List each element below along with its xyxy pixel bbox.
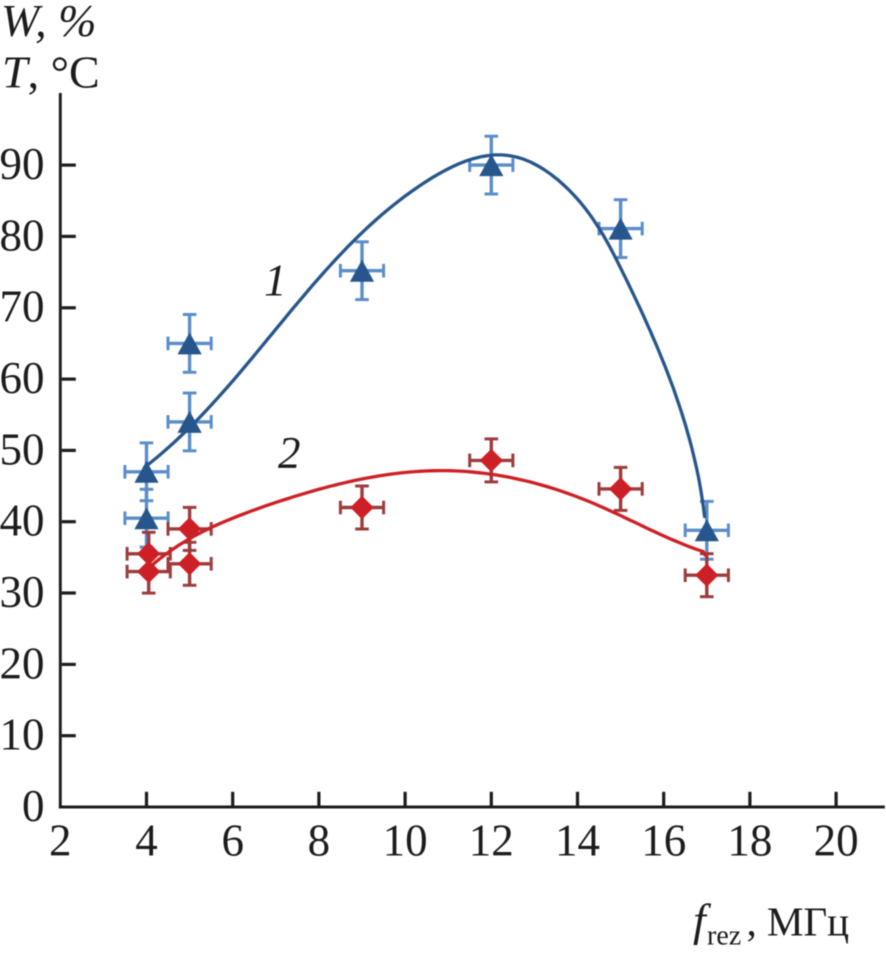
svg-text:2: 2 [278, 428, 301, 478]
svg-text:90: 90 [0, 139, 45, 189]
svg-text:T, °C: T, °C [2, 47, 100, 98]
svg-text:2: 2 [49, 816, 72, 866]
svg-text:1: 1 [264, 256, 287, 306]
svg-text:80: 80 [0, 210, 45, 260]
svg-text:6: 6 [221, 816, 244, 866]
svg-text:, МГц: , МГц [747, 898, 850, 944]
svg-text:50: 50 [0, 424, 45, 474]
svg-text:14: 14 [555, 816, 600, 866]
svg-text:18: 18 [727, 816, 772, 866]
svg-text:4: 4 [135, 816, 158, 866]
svg-text:20: 20 [0, 638, 45, 688]
svg-text:30: 30 [0, 567, 45, 617]
svg-text:16: 16 [641, 816, 686, 866]
svg-text:8: 8 [308, 816, 331, 866]
svg-text:70: 70 [0, 282, 45, 332]
svg-text:0: 0 [22, 781, 45, 831]
svg-text:W, %: W, % [1, 0, 96, 46]
svg-text:12: 12 [469, 816, 514, 866]
svg-text:10: 10 [383, 816, 428, 866]
svg-text:60: 60 [0, 353, 45, 403]
svg-text:rez: rez [707, 920, 741, 951]
svg-text:40: 40 [0, 496, 45, 546]
svg-text:20: 20 [814, 816, 859, 866]
svg-text:10: 10 [0, 710, 45, 760]
